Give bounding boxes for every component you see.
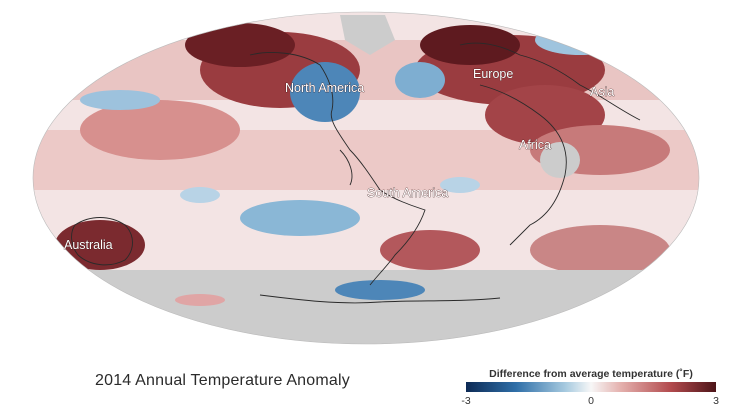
south-atlantic-warm (380, 230, 480, 270)
americas-coast (249, 52, 426, 286)
europe-dark-blob (420, 25, 520, 65)
arctic-warm-blob (185, 23, 295, 67)
label-australia: Australia (64, 238, 113, 252)
pacific-cool-strip (80, 90, 160, 110)
legend-gradient-bar (466, 382, 716, 392)
pacific-warm-blob (80, 100, 240, 160)
australia-warm-blob (55, 220, 145, 270)
central-america-coast (339, 149, 353, 186)
southern-indian-warm (530, 225, 670, 275)
ross-warm (175, 294, 225, 306)
australia-coast (71, 217, 133, 266)
legend-mid-label: 0 (588, 395, 594, 407)
eurasia-coast (459, 42, 641, 121)
label-europe: Europe (473, 67, 513, 81)
legend-min-label: -3 (461, 395, 471, 407)
label-asia: Asia (590, 85, 614, 99)
label-north-america-text: North America (285, 81, 364, 95)
label-south-america: South America (367, 186, 448, 200)
antarctica-coast (259, 294, 501, 304)
weddell-cool (335, 280, 425, 300)
atlantic-cool-spot (440, 177, 480, 193)
globe-outline (32, 11, 700, 345)
sahara-no-data (540, 142, 580, 178)
pacific-cool-spot (180, 187, 220, 203)
map-title: 2014 Annual Temperature Anomaly (95, 372, 350, 389)
anomaly-field (33, 12, 699, 344)
legend-max-label: 3 (713, 395, 719, 407)
africa-coast (479, 84, 567, 246)
atlantic-cool-blob (395, 62, 445, 98)
legend-title: Difference from average temperature (˚F) (489, 368, 693, 380)
south-pacific-cool (240, 200, 360, 236)
greenland-no-data (340, 15, 395, 55)
na-cool-blob (290, 62, 360, 122)
color-legend: Difference from average temperature (˚F)… (461, 368, 720, 408)
coastlines (71, 42, 641, 304)
label-africa: Africa (519, 138, 551, 152)
